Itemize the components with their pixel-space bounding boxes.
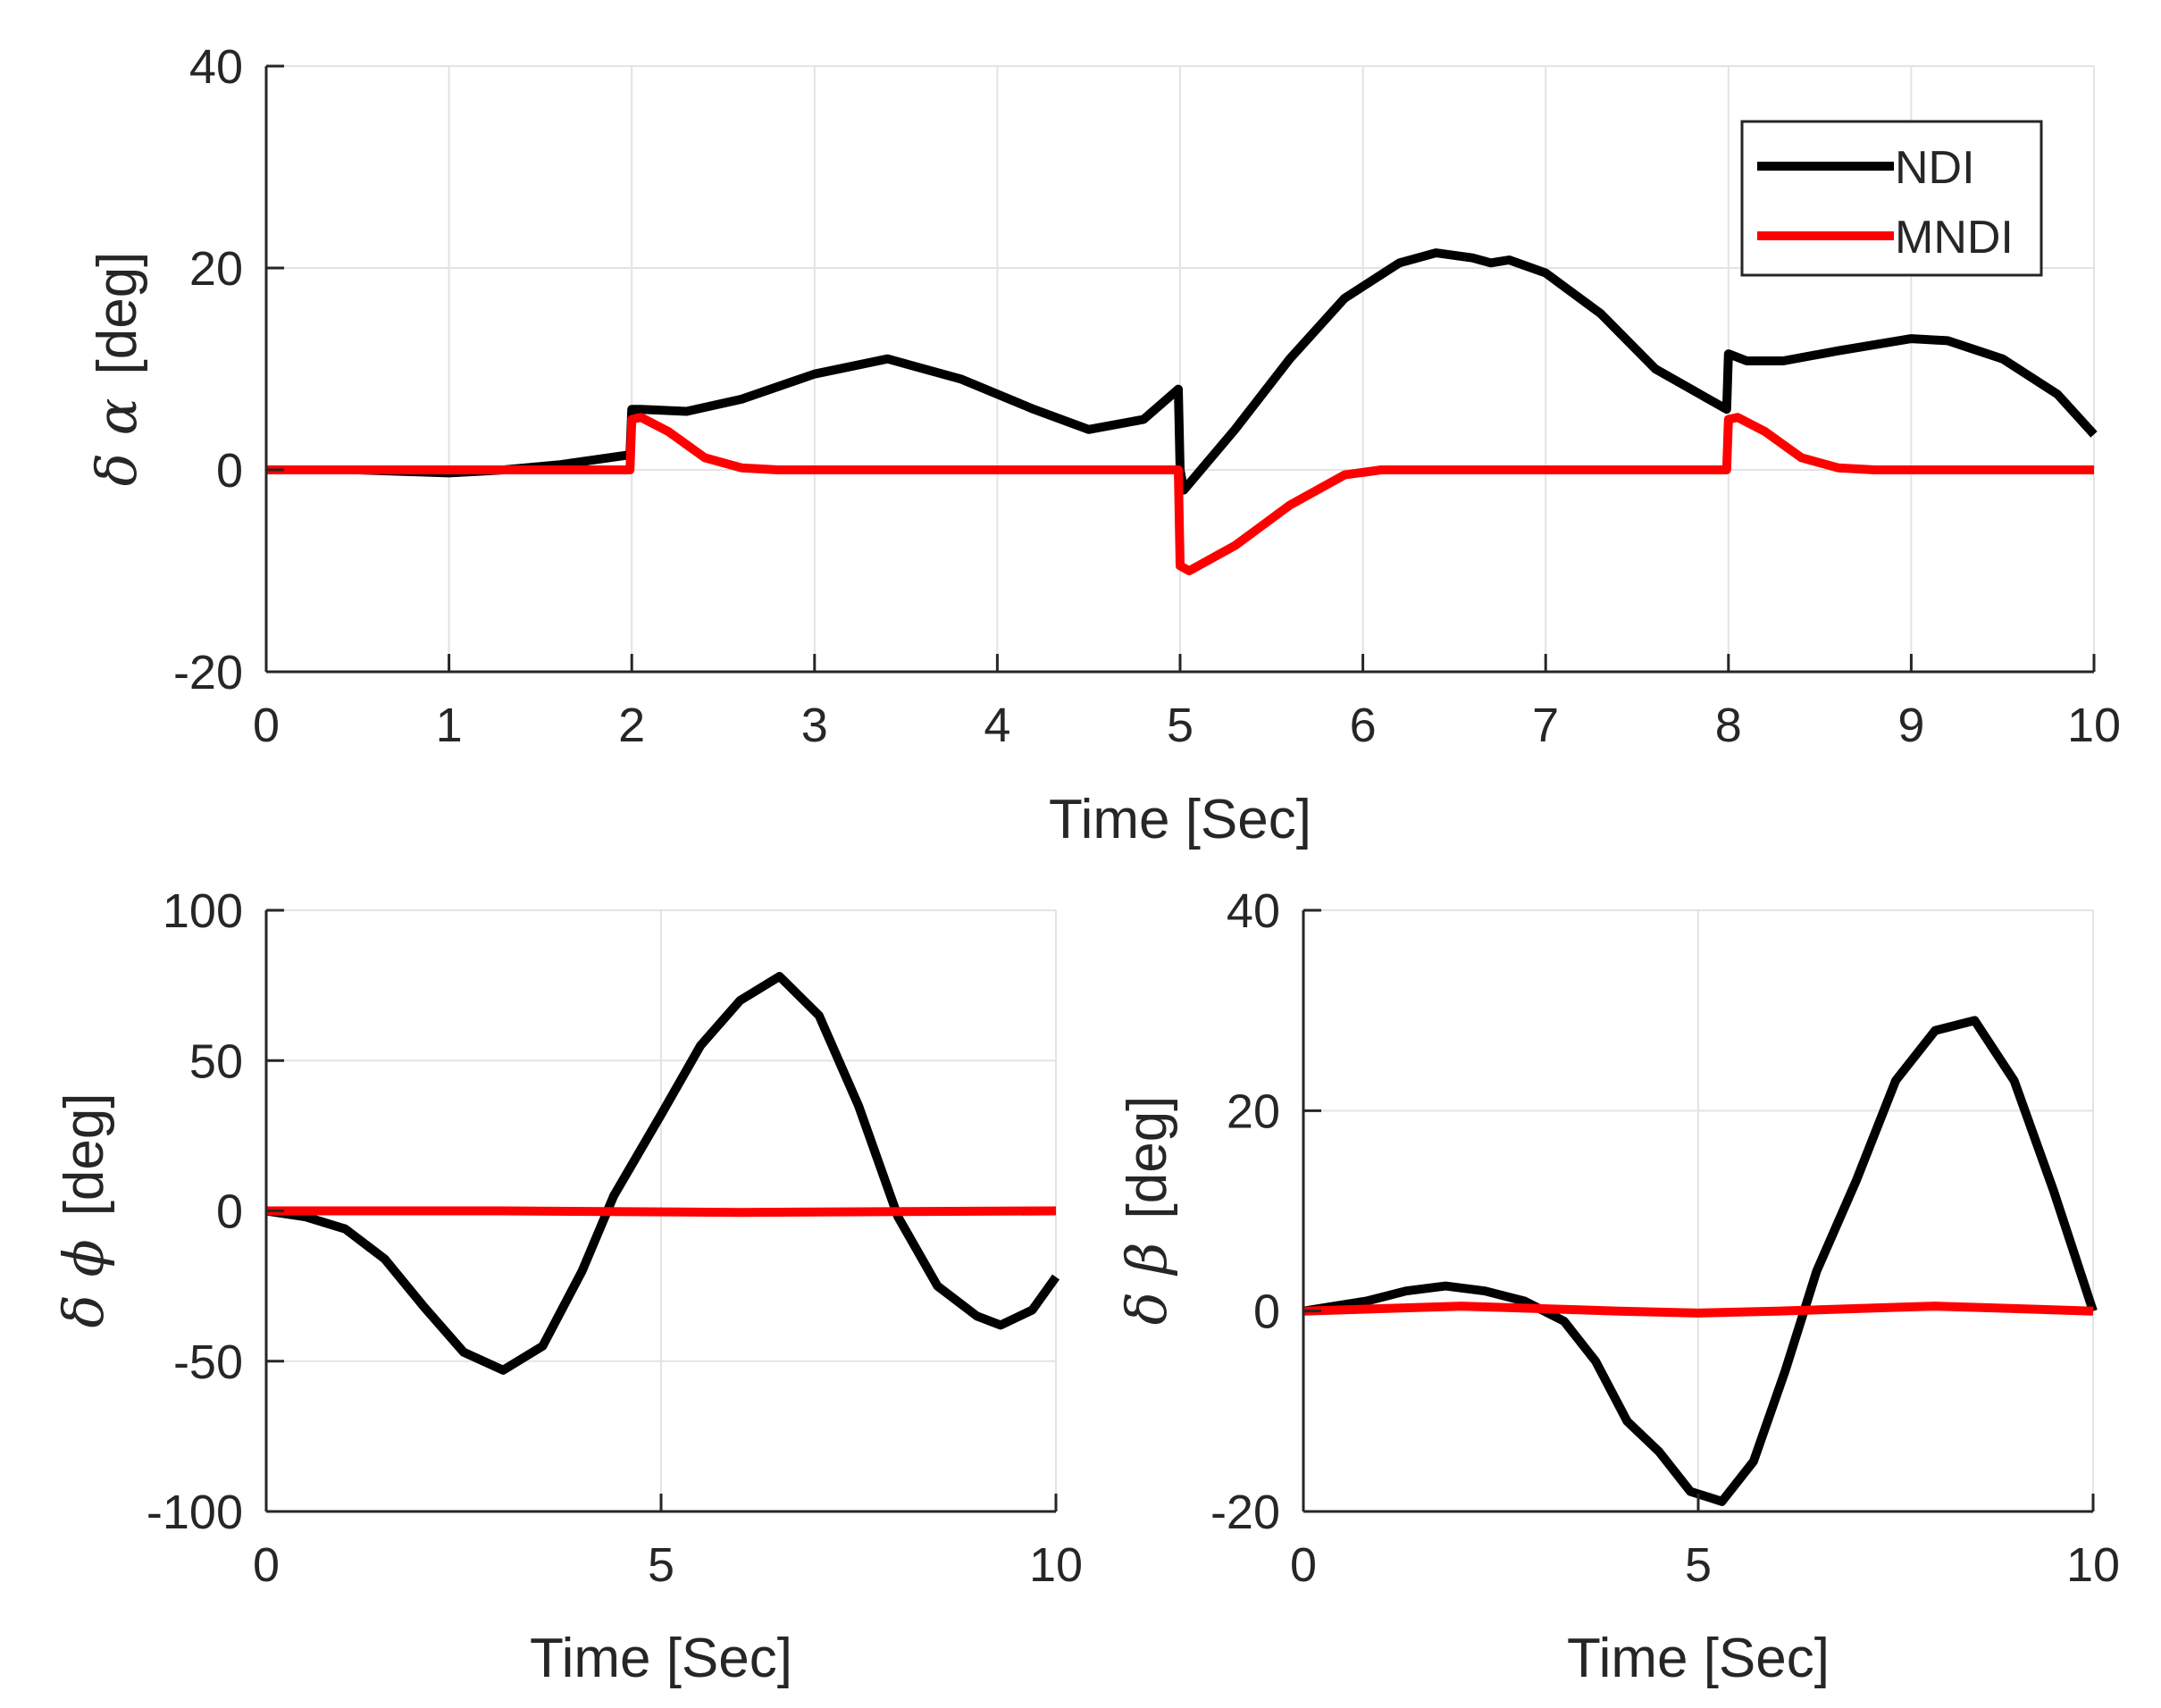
alpha-x-tick-label-1: 1	[436, 699, 463, 752]
phi-x-tick-label-0: 0	[253, 1538, 280, 1592]
beta-x-axis-label: Time [Sec]	[1567, 1628, 1830, 1689]
beta-y-unit: [deg]	[1117, 1096, 1178, 1219]
phi-series-ndi-line	[265, 972, 1060, 1375]
alpha-x-tick-label-3: 3	[801, 699, 828, 752]
beta-x-tick-label-1: 5	[1685, 1538, 1712, 1592]
alpha-series-ndi-line	[266, 248, 2098, 495]
chart-phi: 0 5 10 -100 -50 0 50 100 Time [Sec] δ ϕ [deg]	[51, 884, 1083, 1689]
legend: NDI MNDI	[1740, 120, 2043, 277]
beta-y-tick-label-3: 40	[1227, 884, 1280, 938]
phi-x-tick-label-2: 10	[1029, 1538, 1083, 1592]
beta-series-ndi-line	[1302, 1016, 2098, 1506]
phi-y-tick-label-2: 0	[216, 1185, 243, 1239]
legend-box	[1740, 120, 2043, 277]
beta-y-axis-label: δ β [deg]	[1114, 1096, 1179, 1326]
phi-y-tick-label-4: 100	[163, 884, 243, 938]
alpha-axes	[264, 64, 2096, 674]
beta-axes	[1302, 908, 2095, 1513]
phi-y-tick-label-1: -50	[173, 1335, 243, 1389]
alpha-x-axis-label: Time [Sec]	[1049, 789, 1311, 850]
phi-series	[265, 972, 1060, 1375]
alpha-x-tick-label-7: 7	[1532, 699, 1559, 752]
alpha-x-tick-label-5: 5	[1167, 699, 1194, 752]
alpha-y-symbol: δ α	[84, 398, 149, 487]
beta-series-mndi-line	[1302, 1302, 2094, 1318]
beta-x-tick-label-2: 10	[2066, 1538, 2120, 1592]
beta-y-tick-label-1: 0	[1253, 1285, 1280, 1339]
phi-y-unit: [deg]	[54, 1093, 115, 1216]
alpha-y-tick-label-3: 40	[189, 40, 243, 94]
alpha-y-tick-label-1: 0	[216, 444, 243, 498]
beta-y-tick-label-0: -20	[1210, 1486, 1280, 1539]
alpha-x-tick-label-10: 10	[2067, 699, 2121, 752]
alpha-x-tick-label-9: 9	[1897, 699, 1924, 752]
alpha-y-unit: [deg]	[87, 252, 148, 375]
phi-tick-labels: 0 5 10 -100 -50 0 50 100	[147, 884, 1083, 1592]
beta-y-tick-label-2: 20	[1227, 1084, 1280, 1138]
beta-series	[1302, 1016, 2098, 1506]
beta-y-symbol: δ β	[1114, 1243, 1179, 1326]
phi-axes	[264, 908, 1058, 1513]
phi-x-tick-label-1: 5	[648, 1538, 674, 1592]
alpha-y-axis-label: δ α [deg]	[84, 252, 149, 487]
alpha-x-tick-label-6: 6	[1350, 699, 1377, 752]
beta-x-tick-label-0: 0	[1290, 1538, 1317, 1592]
alpha-y-tick-label-2: 20	[189, 242, 243, 296]
legend-mndi-label: MNDI	[1895, 212, 2014, 264]
phi-y-axis-label: δ ϕ [deg]	[51, 1093, 116, 1327]
legend-ndi-label: NDI	[1895, 142, 1975, 194]
alpha-x-tick-label-2: 2	[618, 699, 645, 752]
phi-y-symbol: δ ϕ	[51, 1239, 116, 1327]
alpha-x-tick-label-8: 8	[1715, 699, 1742, 752]
phi-x-axis-label: Time [Sec]	[530, 1628, 792, 1689]
alpha-series-mndi-line	[266, 413, 2094, 575]
phi-y-tick-label-3: 50	[189, 1034, 243, 1088]
phi-series-mndi-line	[266, 1206, 1057, 1218]
phi-y-tick-label-0: -100	[147, 1486, 243, 1539]
alpha-x-tick-label-0: 0	[253, 699, 280, 752]
alpha-series	[266, 248, 2098, 575]
alpha-y-tick-label-0: -20	[173, 646, 243, 699]
alpha-x-tick-label-4: 4	[984, 699, 1010, 752]
